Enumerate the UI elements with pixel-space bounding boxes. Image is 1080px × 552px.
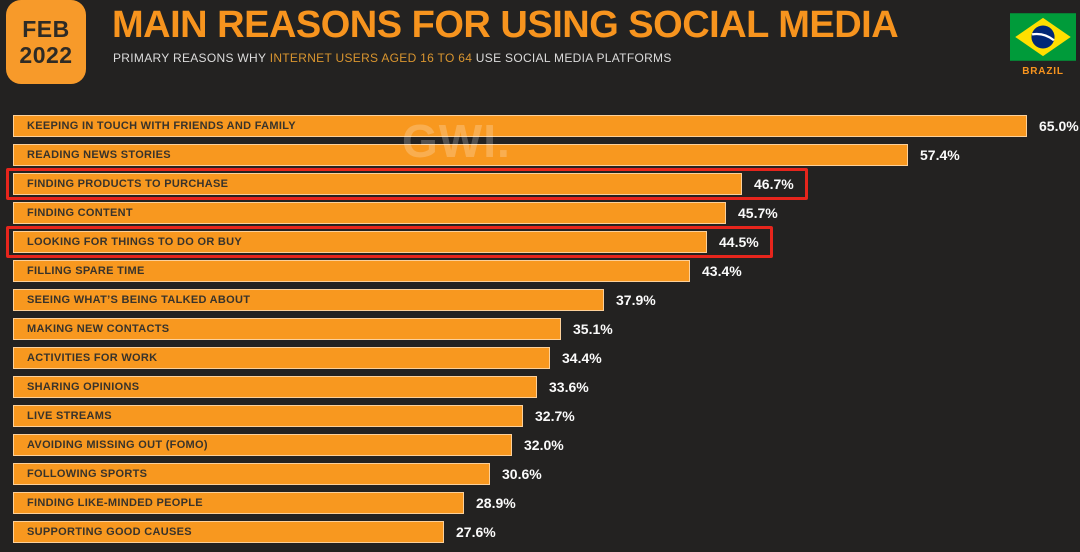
bar-chart: KEEPING IN TOUCH WITH FRIENDS AND FAMILY… <box>6 115 1079 550</box>
bar-row: LIVE STREAMS 32.7% <box>13 405 1067 427</box>
bar-row: FINDING PRODUCTS TO PURCHASE 46.7% <box>6 168 1067 200</box>
brazil-flag-icon <box>1010 13 1076 61</box>
bar-row: FOLLOWING SPORTS 30.6% <box>13 463 1067 485</box>
bar-value-label: 30.6% <box>502 466 542 482</box>
bar-category-label: SHARING OPINIONS <box>27 381 140 393</box>
bar-value-label: 37.9% <box>616 292 656 308</box>
bar: KEEPING IN TOUCH WITH FRIENDS AND FAMILY <box>13 115 1027 137</box>
bar: FOLLOWING SPORTS <box>13 463 490 485</box>
bar-value-label: 28.9% <box>476 495 516 511</box>
bar: SEEING WHAT’S BEING TALKED ABOUT <box>13 289 604 311</box>
bar-row: KEEPING IN TOUCH WITH FRIENDS AND FAMILY… <box>13 115 1079 137</box>
date-badge-year: 2022 <box>19 42 73 68</box>
country-flag-block: BRAZIL <box>1010 13 1076 77</box>
bar: FINDING LIKE-MINDED PEOPLE <box>13 492 464 514</box>
bar-row: AVOIDING MISSING OUT (FOMO) 32.0% <box>13 434 1067 456</box>
bar-category-label: FOLLOWING SPORTS <box>27 468 148 480</box>
country-label: BRAZIL <box>1022 66 1064 77</box>
bar-row: SUPPORTING GOOD CAUSES 27.6% <box>13 521 1067 543</box>
bar-value-label: 34.4% <box>562 350 602 366</box>
bar: ACTIVITIES FOR WORK <box>13 347 550 369</box>
bar-row: SHARING OPINIONS 33.6% <box>13 376 1067 398</box>
bar: READING NEWS STORIES <box>13 144 908 166</box>
bar-value-label: 65.0% <box>1039 118 1079 134</box>
bar-category-label: SUPPORTING GOOD CAUSES <box>27 526 192 538</box>
bar: MAKING NEW CONTACTS <box>13 318 561 340</box>
subtitle: PRIMARY REASONS WHY INTERNET USERS AGED … <box>113 51 672 65</box>
bar-value-label: 44.5% <box>719 234 759 250</box>
bar-value-label: 35.1% <box>573 321 613 337</box>
bar-row: MAKING NEW CONTACTS 35.1% <box>13 318 1067 340</box>
bar-value-label: 32.0% <box>524 437 564 453</box>
bar-category-label: ACTIVITIES FOR WORK <box>27 352 158 364</box>
bar-category-label: LOOKING FOR THINGS TO DO OR BUY <box>27 236 243 248</box>
bar: LOOKING FOR THINGS TO DO OR BUY <box>13 231 707 253</box>
date-badge-month: FEB <box>22 16 70 42</box>
page-title: MAIN REASONS FOR USING SOCIAL MEDIA <box>112 4 899 46</box>
subtitle-highlight: INTERNET USERS AGED 16 TO 64 <box>269 51 473 65</box>
bar-row: LOOKING FOR THINGS TO DO OR BUY 44.5% <box>6 226 1067 258</box>
bar-category-label: SEEING WHAT’S BEING TALKED ABOUT <box>27 294 251 306</box>
date-badge: FEB 2022 <box>6 0 86 84</box>
bar-value-label: 32.7% <box>535 408 575 424</box>
bar-category-label: FINDING PRODUCTS TO PURCHASE <box>27 178 229 190</box>
bar-value-label: 27.6% <box>456 524 496 540</box>
bar-category-label: FINDING CONTENT <box>27 207 133 219</box>
bar-category-label: READING NEWS STORIES <box>27 149 171 161</box>
bar: AVOIDING MISSING OUT (FOMO) <box>13 434 512 456</box>
bar-row: SEEING WHAT’S BEING TALKED ABOUT 37.9% <box>13 289 1067 311</box>
bar-value-label: 45.7% <box>738 205 778 221</box>
bar-category-label: FINDING LIKE-MINDED PEOPLE <box>27 497 203 509</box>
bar-row: ACTIVITIES FOR WORK 34.4% <box>13 347 1067 369</box>
subtitle-prefix: PRIMARY REASONS WHY <box>113 51 270 65</box>
bar-row: FINDING CONTENT 45.7% <box>13 202 1067 224</box>
bar-value-label: 46.7% <box>754 176 794 192</box>
bar-value-label: 57.4% <box>920 147 960 163</box>
bar: SHARING OPINIONS <box>13 376 537 398</box>
bar-category-label: MAKING NEW CONTACTS <box>27 323 170 335</box>
bar-row: READING NEWS STORIES 57.4% <box>13 144 1067 166</box>
bar-category-label: FILLING SPARE TIME <box>27 265 145 277</box>
bar: LIVE STREAMS <box>13 405 523 427</box>
bar-row: FINDING LIKE-MINDED PEOPLE 28.9% <box>13 492 1067 514</box>
bar-category-label: KEEPING IN TOUCH WITH FRIENDS AND FAMILY <box>27 120 296 132</box>
bar: FINDING CONTENT <box>13 202 726 224</box>
bar: SUPPORTING GOOD CAUSES <box>13 521 444 543</box>
bar: FINDING PRODUCTS TO PURCHASE <box>13 173 742 195</box>
bar-category-label: AVOIDING MISSING OUT (FOMO) <box>27 439 208 451</box>
bar: FILLING SPARE TIME <box>13 260 690 282</box>
bar-value-label: 33.6% <box>549 379 589 395</box>
bar-row: FILLING SPARE TIME 43.4% <box>13 260 1067 282</box>
bar-category-label: LIVE STREAMS <box>27 410 112 422</box>
bar-value-label: 43.4% <box>702 263 742 279</box>
subtitle-suffix: USE SOCIAL MEDIA PLATFORMS <box>472 51 672 65</box>
